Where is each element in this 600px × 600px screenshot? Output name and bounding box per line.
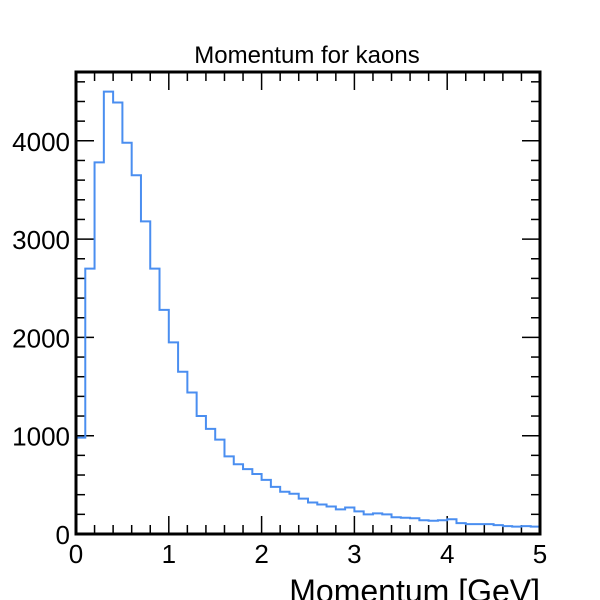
histogram-bin xyxy=(206,429,215,534)
histogram-bin xyxy=(132,175,141,534)
histogram-bin xyxy=(447,519,456,534)
histogram-bin xyxy=(382,514,391,534)
tick-labels: 0 1 2 3 4 5 0 1000 2000 3000 4000 xyxy=(12,127,547,569)
x-tick-label: 3 xyxy=(347,539,361,569)
histogram-bin xyxy=(85,269,94,534)
x-tick-label: 0 xyxy=(69,539,83,569)
x-tick-label: 5 xyxy=(533,539,547,569)
histogram-bin xyxy=(308,503,317,534)
histogram-bin xyxy=(271,487,280,534)
histogram-bin xyxy=(215,440,224,534)
y-tick-label: 0 xyxy=(56,520,70,550)
histogram-bin xyxy=(345,507,354,534)
histogram-bin xyxy=(392,517,401,534)
axis-ticks xyxy=(75,72,541,535)
histogram-bin xyxy=(122,143,131,534)
histogram-bin xyxy=(224,456,233,534)
histogram-bin xyxy=(141,221,150,534)
histogram-bin xyxy=(243,469,252,534)
histogram-outline xyxy=(75,90,540,534)
histogram-bin xyxy=(373,513,382,534)
histogram-bin xyxy=(410,518,419,534)
histogram-bin xyxy=(95,162,104,534)
histogram-bin xyxy=(234,464,243,534)
histogram-bin xyxy=(178,372,187,534)
histogram-bin xyxy=(289,494,298,534)
histogram-bin xyxy=(419,520,428,534)
plot-frame xyxy=(74,70,542,536)
x-tick-label: 1 xyxy=(162,539,176,569)
histogram-bin xyxy=(262,480,271,534)
histogram-bin xyxy=(299,499,308,534)
histogram-bin xyxy=(364,514,373,534)
histogram-bin xyxy=(456,523,465,534)
histogram-bin xyxy=(104,92,113,534)
histogram-bin xyxy=(280,492,289,534)
x-axis-label: Momentum [GeV] xyxy=(289,573,540,600)
y-tick-label: 4000 xyxy=(12,127,70,157)
x-tick-label: 2 xyxy=(254,539,268,569)
histogram-bin xyxy=(197,416,206,534)
histogram-bin xyxy=(150,269,159,534)
histogram-bin xyxy=(252,474,261,534)
y-tick-label: 1000 xyxy=(12,422,70,452)
y-tick-label: 2000 xyxy=(12,323,70,353)
histogram-bin xyxy=(160,310,169,534)
histogram-bin xyxy=(317,505,326,534)
histogram-bin xyxy=(113,102,122,534)
histogram-bin xyxy=(187,392,196,534)
histogram-bin xyxy=(429,521,438,534)
histogram-bins xyxy=(76,92,540,534)
y-tick-label: 3000 xyxy=(12,225,70,255)
chart-title: Momentum for kaons xyxy=(194,42,419,69)
histogram-bin xyxy=(354,511,363,534)
histogram-bin xyxy=(169,342,178,534)
histogram-bin xyxy=(327,506,336,534)
x-tick-label: 4 xyxy=(440,539,454,569)
histogram-bin xyxy=(401,518,410,534)
histogram-bin xyxy=(438,520,447,534)
histogram-bin xyxy=(336,509,345,534)
